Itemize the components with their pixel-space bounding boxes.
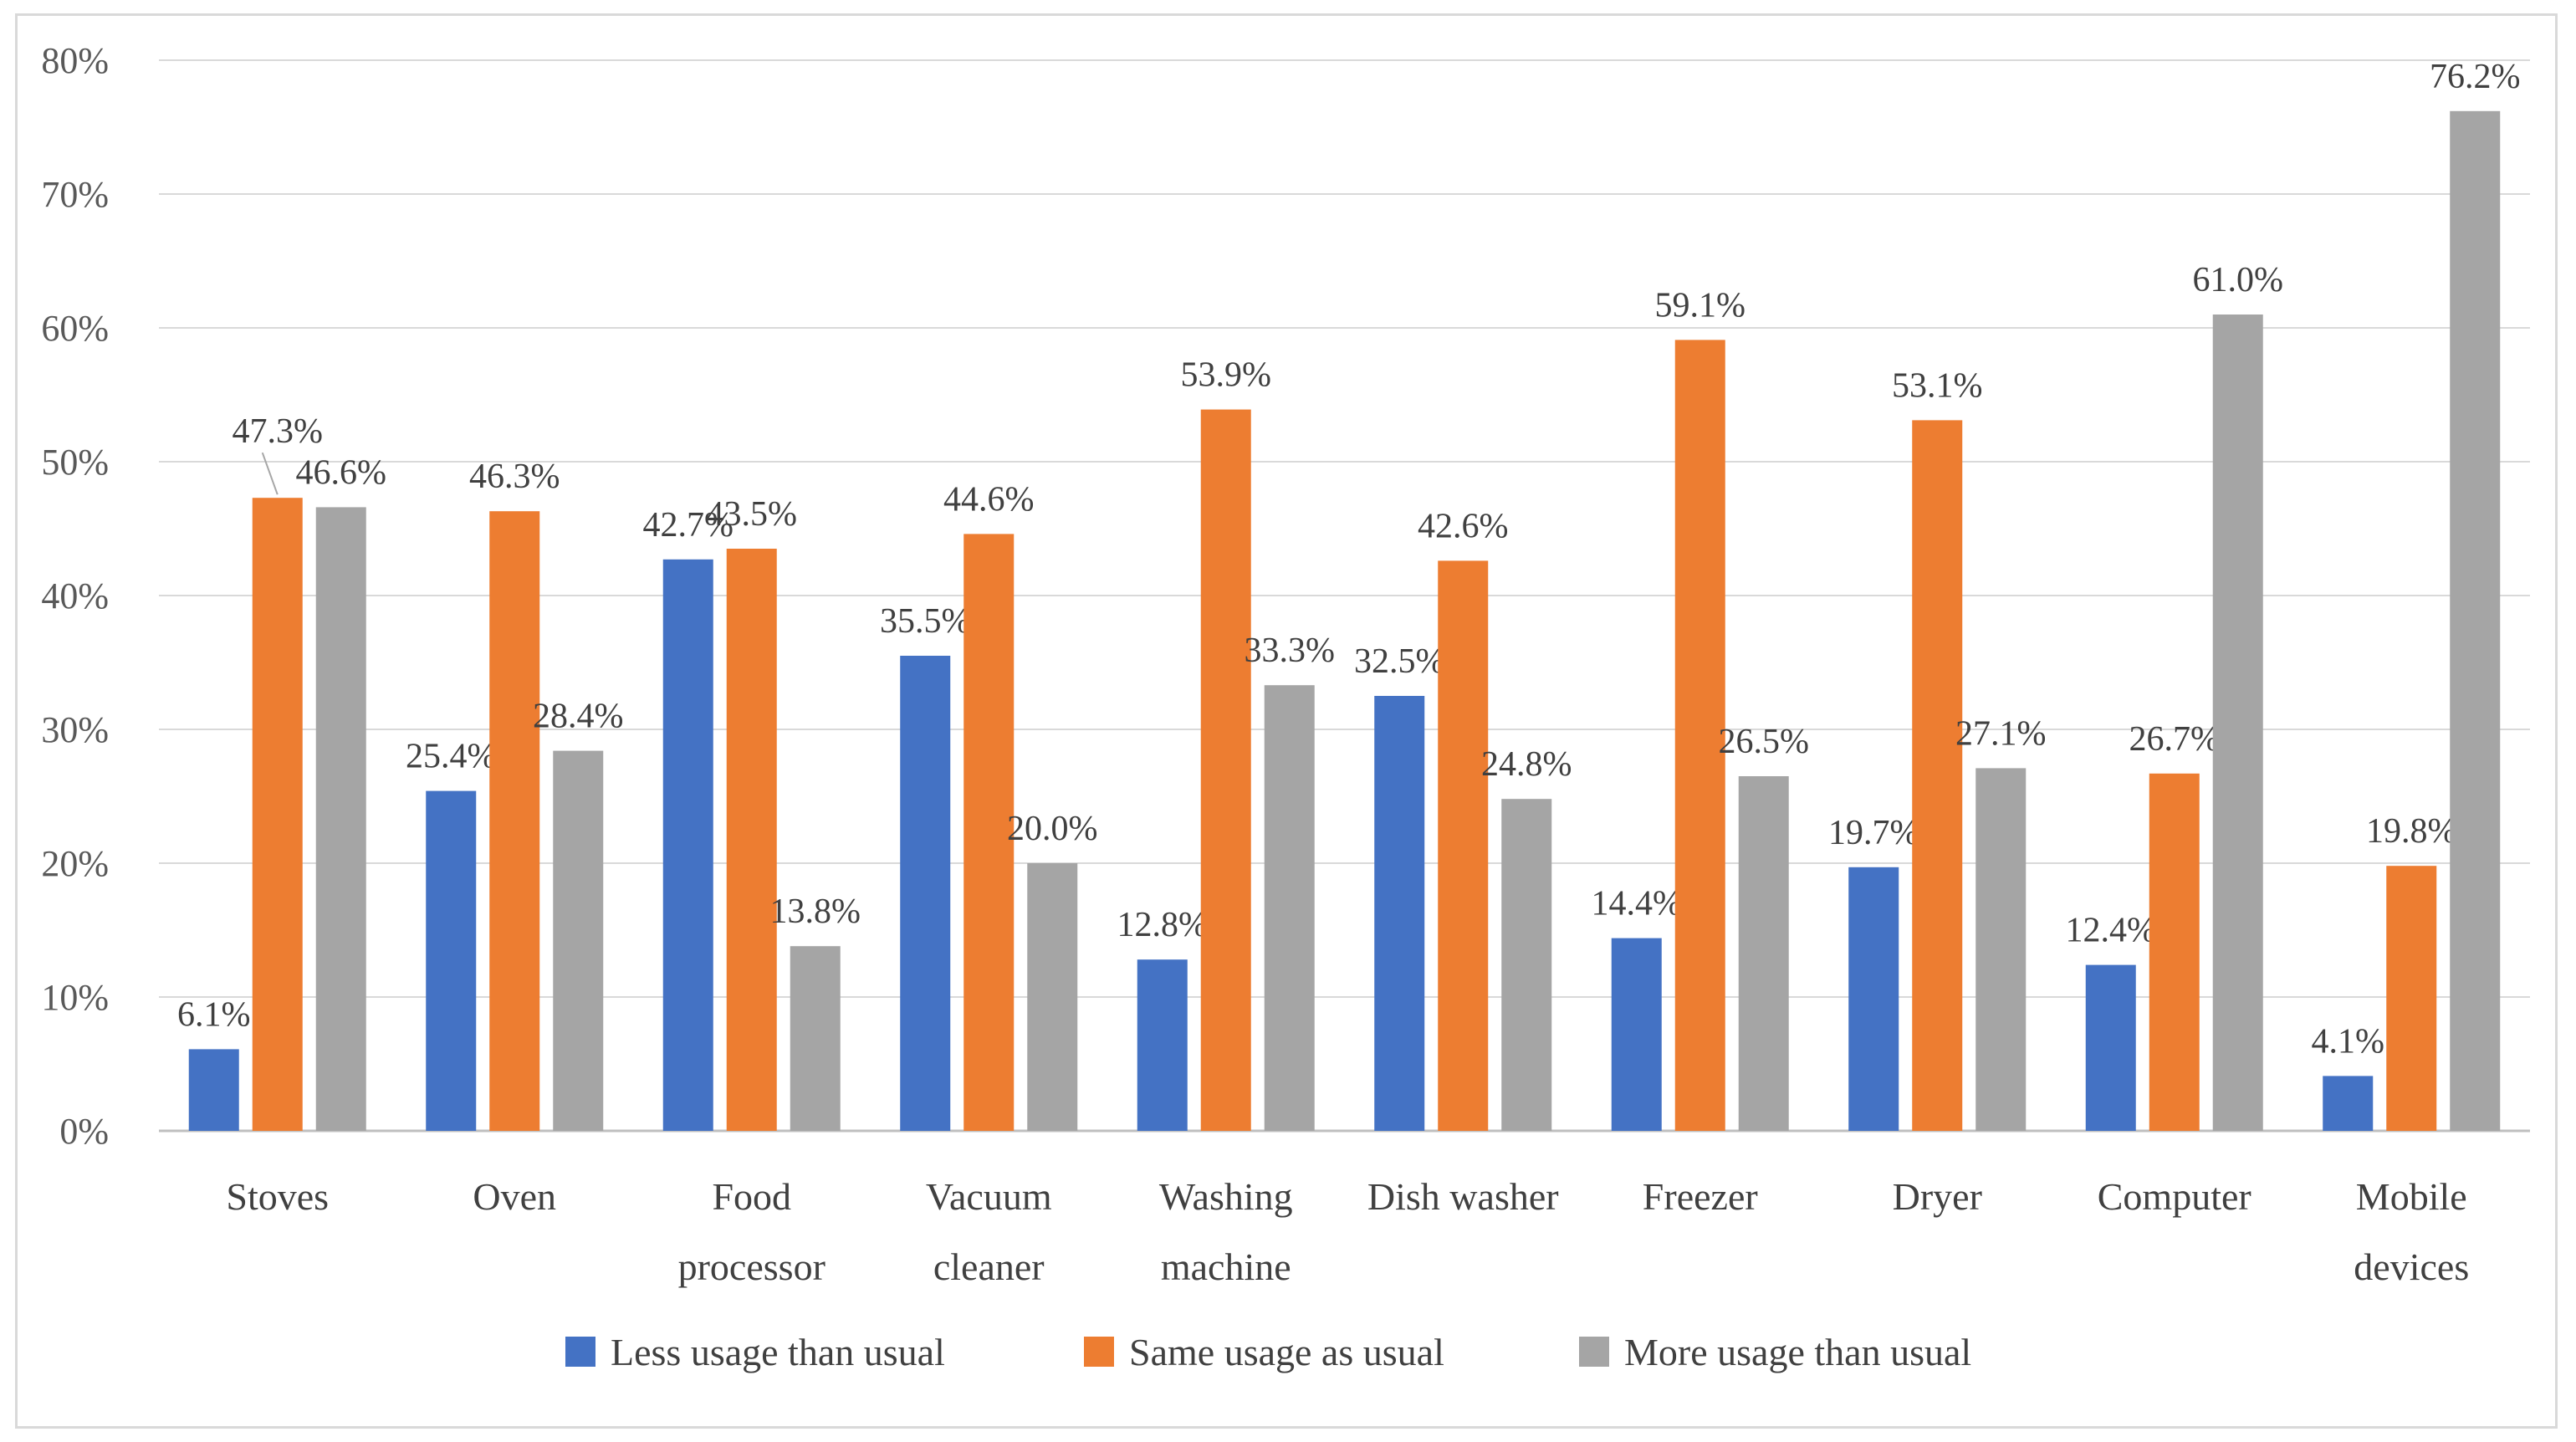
data-label: 59.1% [1655, 286, 1746, 325]
bar-more-usage-than-usual [1738, 776, 1789, 1131]
bar-less-usage-than-usual [2085, 964, 2136, 1131]
bar-more-usage-than-usual [1501, 799, 1552, 1131]
data-label: 42.7% [643, 506, 734, 545]
x-category-label: Vacuum [926, 1175, 1052, 1218]
bar-same-usage-as-usual [1438, 560, 1489, 1131]
y-tick-label: 70% [41, 174, 109, 215]
bar-less-usage-than-usual [426, 790, 477, 1131]
bar-same-usage-as-usual [1912, 420, 1963, 1131]
data-label: 53.9% [1181, 356, 1272, 395]
data-label: 32.5% [1354, 642, 1445, 681]
bar-more-usage-than-usual [2212, 314, 2263, 1131]
y-tick-label: 30% [41, 709, 109, 750]
x-category-label: machine [1161, 1245, 1291, 1288]
legend-entry: More usage than usual [1624, 1331, 1971, 1373]
bar-same-usage-as-usual [489, 511, 540, 1131]
x-category-label: Oven [473, 1175, 556, 1218]
x-category-label: Mobile [2356, 1175, 2467, 1218]
legend-swatch [565, 1337, 595, 1367]
data-label: 46.6% [296, 453, 387, 492]
y-tick-label: 20% [41, 843, 109, 884]
bar-more-usage-than-usual [315, 507, 366, 1131]
y-tick-label: 40% [41, 575, 109, 616]
y-tick-label: 0% [59, 1111, 109, 1152]
data-label: 24.8% [1481, 745, 1572, 784]
bar-more-usage-than-usual [1027, 863, 1078, 1131]
data-label: 26.5% [1719, 723, 1810, 761]
x-category-label: Dish washer [1367, 1175, 1559, 1218]
x-category-label: Food [712, 1175, 791, 1218]
data-label: 46.3% [469, 458, 560, 496]
data-label: 26.7% [2129, 720, 2221, 759]
data-label: 27.1% [1955, 714, 2047, 753]
data-label: 14.4% [1592, 885, 1683, 923]
y-tick-label: 10% [41, 977, 109, 1018]
x-category-label: Stoves [226, 1175, 329, 1218]
x-category-label: Computer [2098, 1175, 2251, 1218]
bar-same-usage-as-usual [252, 498, 303, 1131]
bar-same-usage-as-usual [2386, 866, 2437, 1131]
legend-swatch [1579, 1337, 1609, 1367]
x-category-label: processor [678, 1245, 825, 1288]
bar-same-usage-as-usual [2149, 773, 2200, 1131]
x-category-label: cleaner [933, 1245, 1045, 1288]
bar-more-usage-than-usual [790, 946, 841, 1131]
bar-same-usage-as-usual [726, 549, 777, 1131]
y-tick-label: 50% [41, 442, 109, 483]
x-category-label: Dryer [1893, 1175, 1982, 1218]
y-tick-label: 80% [41, 40, 109, 81]
legend-entry: Less usage than usual [611, 1331, 945, 1373]
legend-entry: Same usage as usual [1129, 1331, 1444, 1373]
bar-same-usage-as-usual [963, 534, 1015, 1131]
data-label: 35.5% [880, 602, 971, 641]
bar-same-usage-as-usual [1200, 409, 1251, 1132]
bar-less-usage-than-usual [1374, 696, 1425, 1131]
bar-more-usage-than-usual [2450, 110, 2501, 1131]
bar-less-usage-than-usual [900, 656, 951, 1131]
data-label: 13.8% [770, 892, 861, 931]
data-label: 43.5% [707, 495, 798, 534]
bar-less-usage-than-usual [188, 1049, 239, 1131]
data-label: 28.4% [533, 698, 624, 736]
data-label: 44.6% [943, 480, 1035, 519]
bar-less-usage-than-usual [1137, 959, 1188, 1131]
bar-same-usage-as-usual [1674, 340, 1725, 1131]
bar-more-usage-than-usual [1975, 768, 2027, 1131]
data-label: 19.8% [2366, 812, 2457, 851]
data-label: 19.7% [1828, 814, 1919, 852]
data-label: 33.3% [1245, 632, 1336, 670]
y-tick-label: 60% [41, 308, 109, 349]
bar-less-usage-than-usual [662, 559, 713, 1131]
data-label: 6.1% [177, 995, 251, 1034]
data-label-leader [261, 452, 279, 495]
data-label: 42.6% [1418, 507, 1509, 545]
data-label: 47.3% [233, 412, 324, 451]
data-label: 61.0% [2193, 261, 2284, 299]
legend-swatch [1084, 1337, 1114, 1367]
data-label: 4.1% [2312, 1022, 2385, 1061]
x-category-label: Washing [1159, 1175, 1293, 1218]
x-category-label: devices [2354, 1245, 2469, 1288]
data-label: 20.0% [1007, 810, 1098, 848]
x-category-label: Freezer [1643, 1175, 1758, 1218]
data-label: 12.8% [1117, 906, 1209, 944]
bar-more-usage-than-usual [553, 750, 604, 1131]
bar-less-usage-than-usual [1611, 938, 1662, 1131]
bar-more-usage-than-usual [1264, 685, 1315, 1131]
data-label: 76.2% [2430, 58, 2521, 96]
data-label: 53.1% [1892, 366, 1983, 405]
bar-less-usage-than-usual [1848, 867, 1899, 1131]
data-label: 12.4% [2066, 912, 2157, 950]
bar-less-usage-than-usual [2323, 1076, 2374, 1131]
data-label: 25.4% [406, 738, 497, 776]
